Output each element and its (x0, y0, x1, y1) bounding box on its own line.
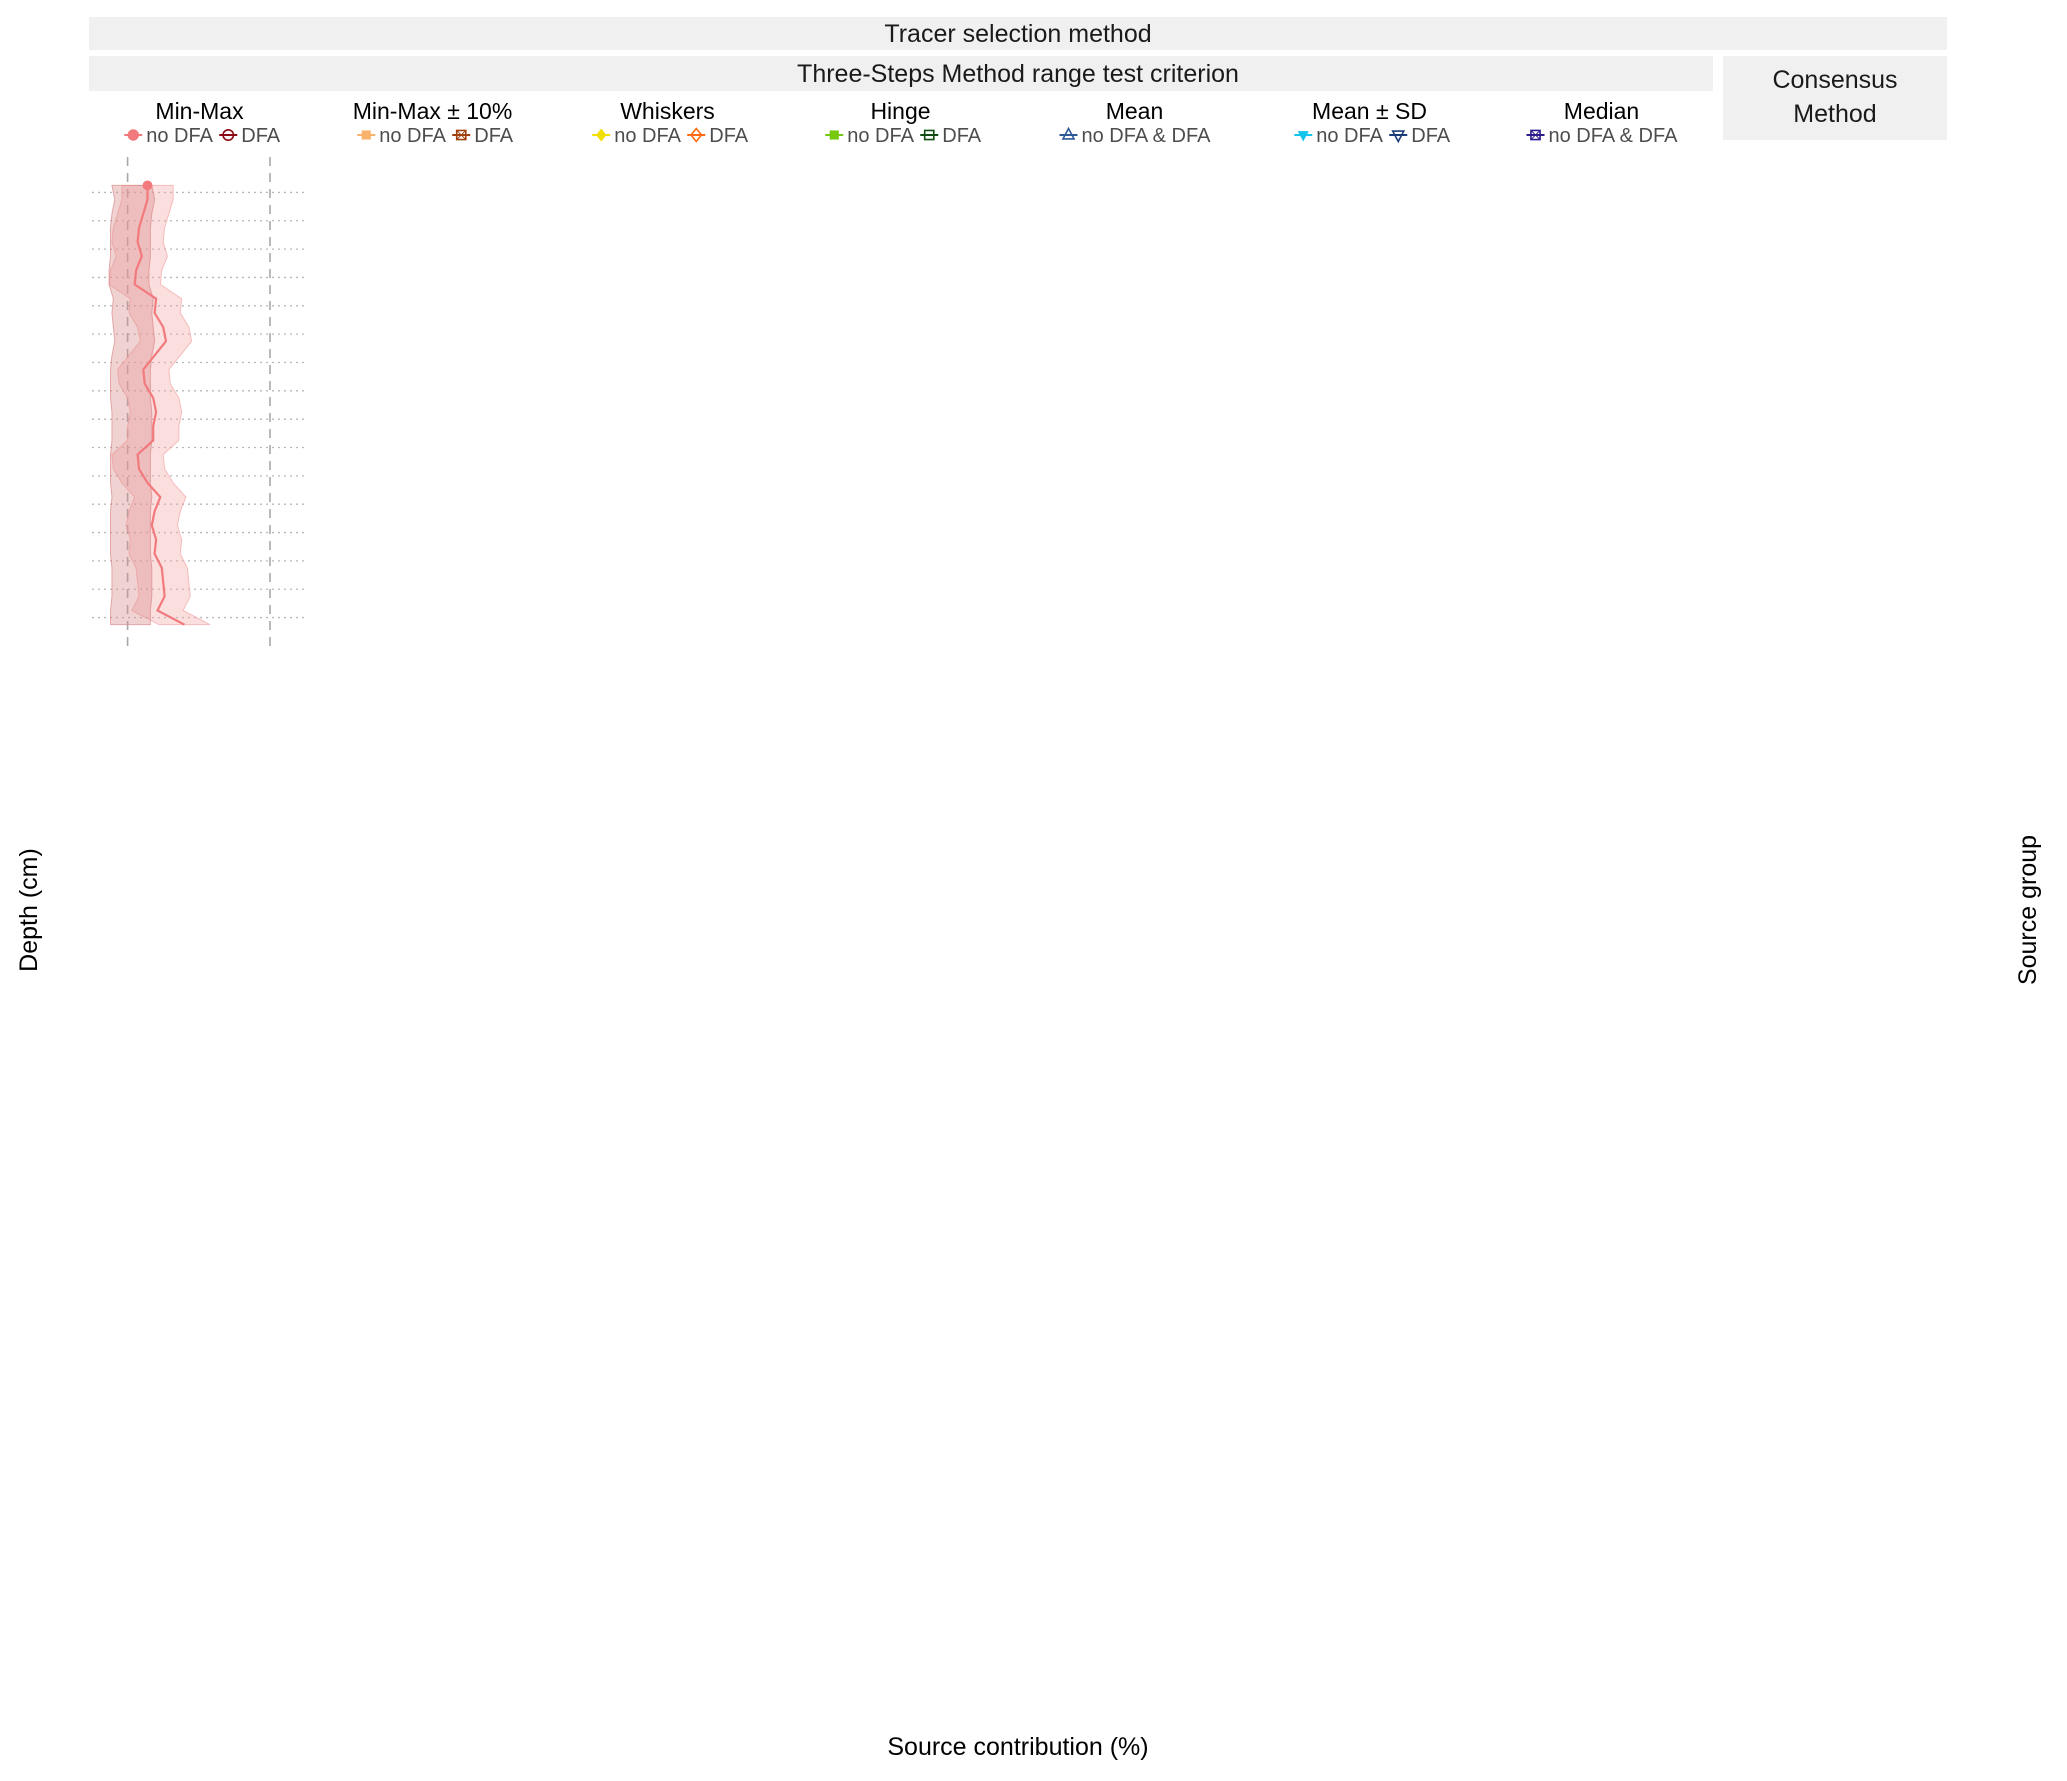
series-line-no-dfa (133, 185, 186, 626)
legend-label: no DFA & DFA (1549, 125, 1679, 147)
legend-label: DFA (709, 125, 749, 147)
sub-strip: Three-Steps Method range test criterion (89, 56, 1713, 91)
marker-filled-circle (142, 180, 153, 191)
legend-item-hinge-no-dfa: no DFA (825, 125, 915, 147)
marker-shape (690, 127, 703, 143)
marker-shape (1297, 131, 1309, 142)
legend-item-min-max-dfa: DFA (219, 125, 281, 147)
panel-series (108, 180, 211, 626)
legend-item-min-max-pm-10-dfa: DFA (452, 125, 514, 147)
top-strip-label: Tracer selection method (884, 20, 1151, 48)
legend-label: no DFA (614, 125, 681, 147)
sub-strip-label: Three-Steps Method range test criterion (797, 60, 1239, 88)
consensus-strip-line2: Method (1793, 100, 1876, 128)
legend-item-hinge-dfa: DFA (920, 125, 982, 147)
marker-open-triangle-down (1391, 130, 1406, 144)
sub-strip-bg (89, 56, 1713, 91)
legend-label: DFA (474, 125, 514, 147)
legend-item-mean-pm-sd-no-dfa: no DFA (1294, 125, 1384, 147)
marker-shape (1061, 126, 1076, 140)
consensus-strip-line1: Consensus (1772, 66, 1897, 94)
column-title-min-max: Min-Max (155, 98, 244, 124)
legend-label: DFA (942, 125, 982, 147)
legend-label: no DFA (1316, 125, 1383, 147)
column-title-hinge: Hinge (870, 98, 930, 124)
legend-label: DFA (241, 125, 281, 147)
legend-label: no DFA (847, 125, 914, 147)
legend-item-mean-pm-sd-dfa: DFA (1389, 125, 1451, 147)
marker-open-triangle-up (1061, 126, 1076, 140)
uncertainty-band-no-dfa (108, 184, 211, 626)
column-title-median: Median (1564, 98, 1639, 124)
legend-label: no DFA & DFA (1082, 125, 1212, 147)
legend-item-min-max-no-dfa: no DFA (124, 125, 214, 147)
marker-filled-triangle-down (1297, 131, 1309, 142)
column-title-mean-pm-sd: Mean ± SD (1312, 98, 1427, 124)
consensus-strip-bg (1723, 56, 1947, 140)
uncertainty-band-dfa (108, 184, 156, 626)
right-axis-title: Source group (2014, 835, 2042, 985)
marker-shape (142, 180, 153, 191)
consensus-strip: Consensus Method (1723, 56, 1947, 140)
legend-label: no DFA (379, 125, 446, 147)
legend-label: no DFA (146, 125, 213, 147)
column-title-min-max-pm-10: Min-Max ± 10% (353, 98, 513, 124)
column-title-mean: Mean (1106, 98, 1164, 124)
series-markers-no-dfa (142, 180, 153, 191)
legend-item-whiskers-no-dfa: no DFA (592, 125, 682, 147)
marker-shape (1391, 130, 1406, 144)
top-strip-bg (89, 17, 1947, 50)
marker-open-diamond (690, 127, 703, 143)
x-axis-title: Source contribution (%) (887, 1733, 1148, 1761)
panel-cropland-min-max (92, 157, 307, 653)
panels (92, 157, 307, 653)
legend-item-median-no-dfa-dfa: no DFA & DFA (1526, 125, 1679, 147)
legend-label: DFA (1411, 125, 1451, 147)
column-title-whiskers: Whiskers (620, 98, 715, 124)
legend-item-mean-no-dfa-dfa: no DFA & DFA (1059, 125, 1212, 147)
legend-item-min-max-pm-10-no-dfa: no DFA (357, 125, 447, 147)
top-strip: Tracer selection method (89, 17, 1947, 50)
y-axis-title: Depth (cm) (15, 848, 43, 972)
legend-item-whiskers-dfa: DFA (687, 125, 749, 147)
